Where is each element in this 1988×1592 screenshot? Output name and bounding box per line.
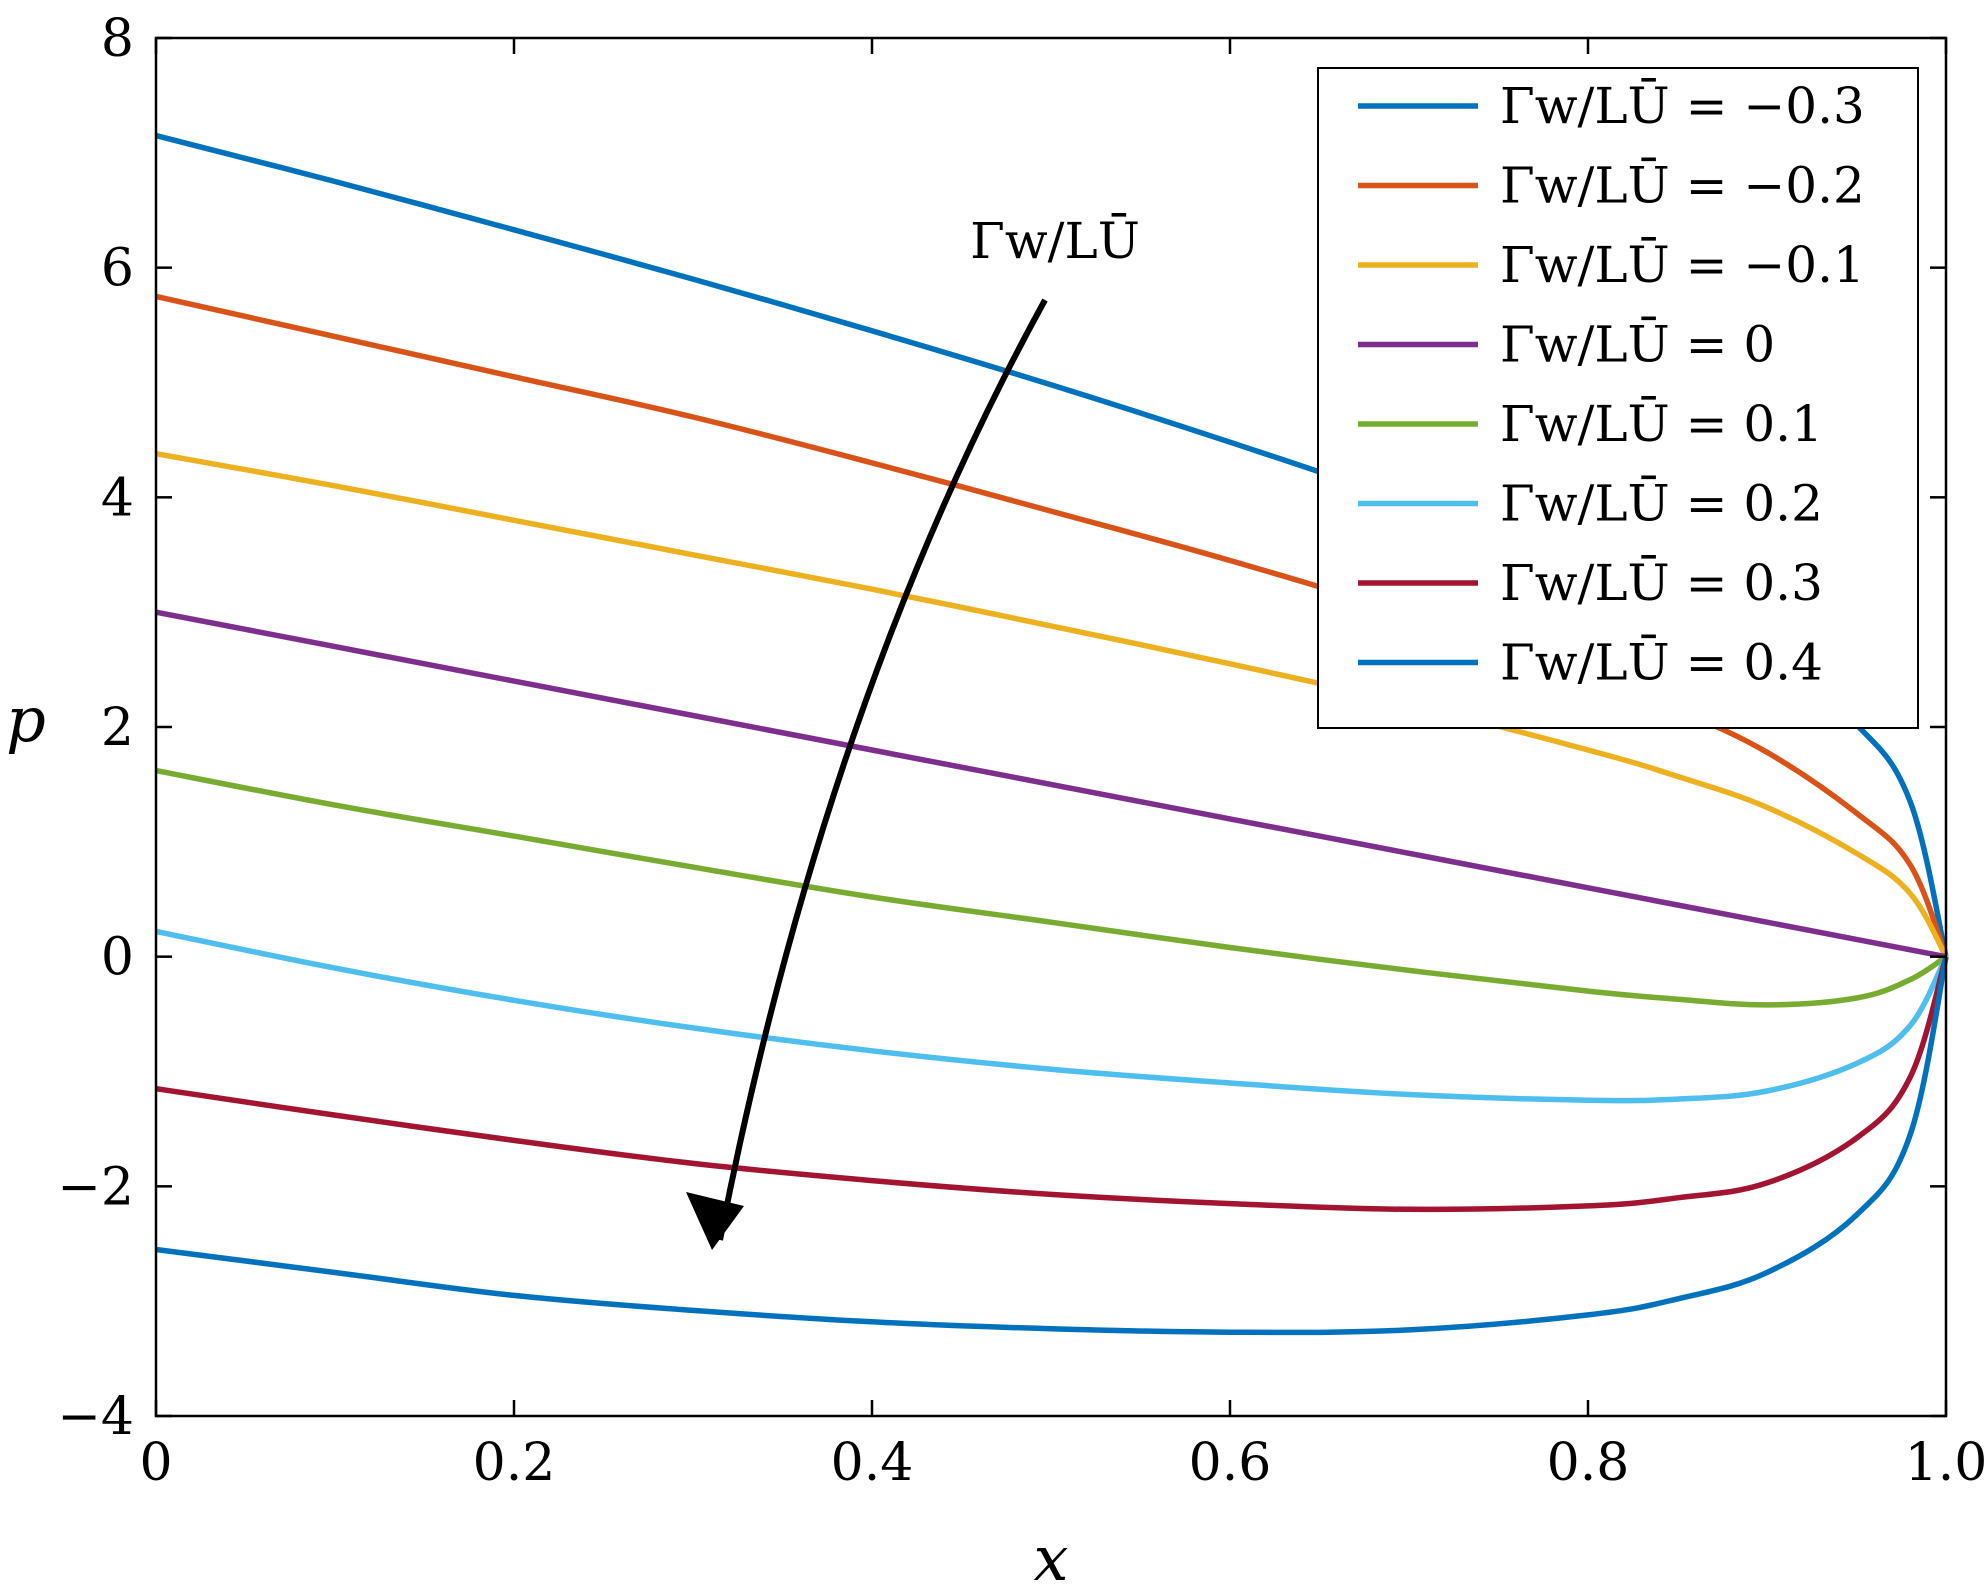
x-axis-label: x (1034, 1522, 1069, 1592)
annotation-arrow (717, 298, 1048, 1241)
series-line-8 (155, 956, 1949, 1336)
legend-label-5: Γw/LŪ = 0.1 (1500, 395, 1823, 453)
legend-label-6: Γw/LŪ = 0.2 (1500, 475, 1823, 533)
legend: Γw/LŪ = −0.3 Γw/LŪ = −0.2 Γw/LŪ = −0.1 Γw/L… (1317, 67, 1919, 729)
y-tick-label: −4 (57, 1387, 134, 1447)
annotation-arrowhead (686, 1192, 744, 1250)
series-line-4 (155, 609, 1947, 960)
legend-label-2: Γw/LŪ = −0.2 (1500, 157, 1865, 215)
x-tick-label: 1.0 (1905, 1433, 1988, 1493)
x-tick-label: 0 (139, 1433, 172, 1493)
legend-label-7: Γw/LŪ = 0.3 (1500, 554, 1823, 612)
legend-label-1: Γw/LŪ = −0.3 (1500, 77, 1865, 135)
legend-label-4: Γw/LŪ = 0 (1500, 316, 1775, 374)
y-tick-label: −2 (57, 1157, 134, 1217)
y-axis-label: p (6, 683, 46, 756)
series-line-3 (155, 450, 1949, 959)
legend-box (1317, 67, 1919, 729)
y-tick-label: 8 (101, 9, 134, 69)
series-line-7 (155, 955, 1949, 1213)
legend-label-3: Γw/LŪ = −0.1 (1500, 236, 1865, 294)
annotation: Γw/LŪ (686, 212, 1140, 1250)
annotation-label: Γw/LŪ (970, 212, 1140, 270)
y-tick-label: 4 (101, 468, 134, 528)
y-tick-label: 6 (101, 239, 134, 299)
series-line-5 (155, 767, 1948, 1008)
ticks-layer: 0 0.2 0.4 0.6 0.8 1.0 −4 −2 0 2 4 6 8 (57, 9, 1987, 1493)
x-tick-label: 0.2 (473, 1433, 556, 1493)
legend-label-8: Γw/LŪ = 0.4 (1500, 634, 1823, 692)
x-tick-label: 0.6 (1189, 1433, 1272, 1493)
x-tick-label: 0.8 (1547, 1433, 1630, 1493)
x-tick-label: 0.4 (831, 1433, 914, 1493)
y-tick-label: 2 (101, 698, 134, 758)
series-line-2 (155, 293, 1949, 958)
series-layer (155, 132, 1949, 1336)
y-tick-label: 0 (101, 928, 134, 988)
series-line-6 (155, 928, 1949, 1104)
